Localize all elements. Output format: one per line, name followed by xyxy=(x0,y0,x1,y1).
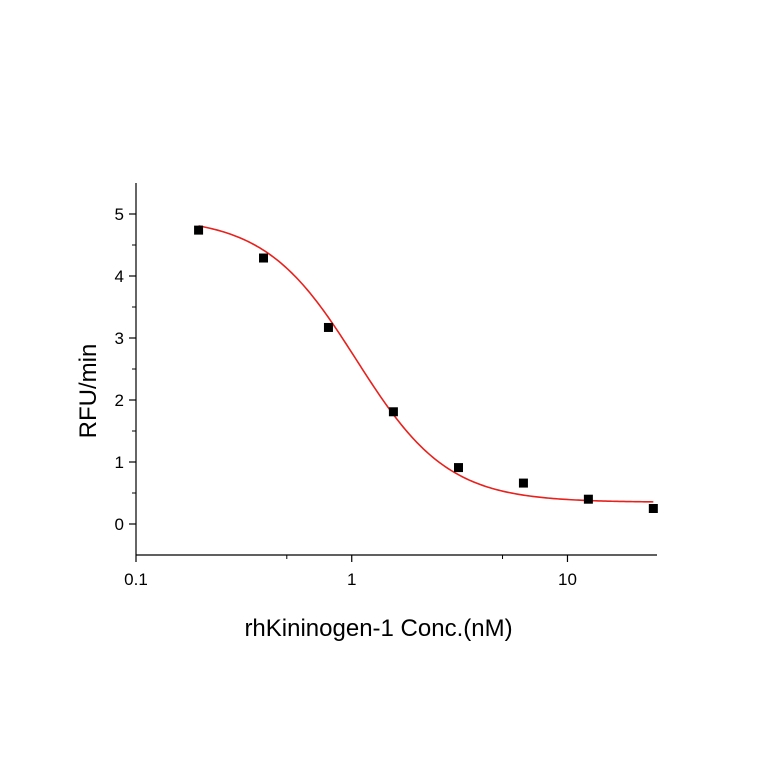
y-tick-label: 5 xyxy=(115,205,124,224)
data-point xyxy=(388,407,398,417)
data-point xyxy=(518,478,528,488)
y-tick-label: 4 xyxy=(115,267,124,286)
y-axis-title: RFU/min xyxy=(75,344,102,439)
x-tick-label: 1 xyxy=(347,570,356,589)
data-point xyxy=(259,253,269,263)
data-point xyxy=(453,463,463,473)
x-tick-label: 10 xyxy=(558,570,577,589)
y-tick-label: 3 xyxy=(115,329,124,348)
y-tick-label: 0 xyxy=(115,515,124,534)
data-point xyxy=(583,494,593,504)
data-point xyxy=(648,504,658,513)
data-point xyxy=(194,225,204,235)
y-tick-label: 1 xyxy=(115,453,124,472)
fit-curve-layer xyxy=(198,225,654,503)
y-tick-label: 2 xyxy=(115,391,124,410)
fit-curve xyxy=(198,225,654,503)
x-tick-label: 0.1 xyxy=(124,570,148,589)
axes: 0 1 2 3 4 5 0.1 1 10 xyxy=(115,183,657,589)
data-point xyxy=(323,322,333,332)
x-axis-title: rhKininogen-1 Conc.(nM) xyxy=(244,615,512,642)
data-points-layer xyxy=(194,225,658,513)
